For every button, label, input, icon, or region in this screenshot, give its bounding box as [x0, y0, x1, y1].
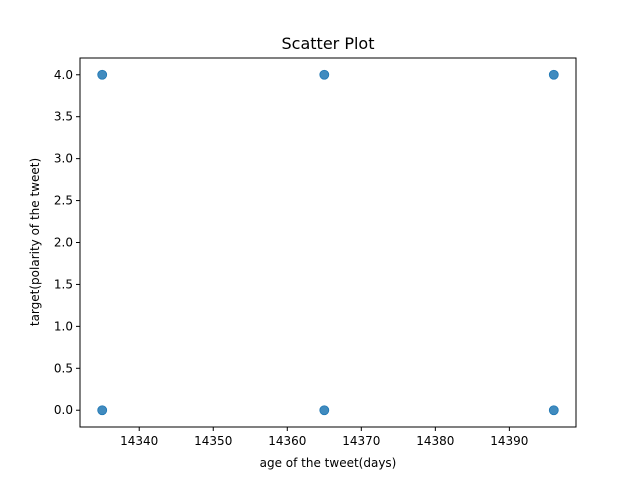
y-axis-ticks: 0.0 0.5 1.0 1.5 2.0 2.5 3.0 3.5 4.0	[54, 68, 80, 417]
x-tick-label: 14380	[416, 434, 454, 448]
plot-background	[80, 58, 576, 427]
y-tick-label: 1.5	[54, 277, 73, 291]
data-points	[97, 69, 559, 416]
chart-title: Scatter Plot	[282, 34, 375, 53]
y-tick-label: 1.0	[54, 319, 73, 333]
data-point	[319, 69, 330, 80]
y-tick-label: 3.5	[54, 110, 73, 124]
data-point	[548, 69, 559, 80]
data-point	[97, 69, 108, 80]
data-point	[97, 405, 108, 416]
y-tick-label: 4.0	[54, 68, 73, 82]
x-tick-label: 14350	[194, 434, 232, 448]
x-axis-ticks: 14340 14350 14360 14370 14380 14390	[120, 427, 528, 448]
y-tick-label: 3.0	[54, 152, 73, 166]
y-tick-label: 2.5	[54, 194, 73, 208]
y-axis-label: target(polarity of the tweet)	[28, 158, 42, 326]
plot-area	[80, 58, 576, 427]
x-tick-label: 14390	[490, 434, 528, 448]
data-point	[319, 405, 330, 416]
data-point	[548, 405, 559, 416]
x-tick-label: 14340	[120, 434, 158, 448]
x-tick-label: 14360	[268, 434, 306, 448]
x-tick-label: 14370	[342, 434, 380, 448]
y-tick-label: 2.0	[54, 236, 73, 250]
y-tick-label: 0.5	[54, 361, 73, 375]
x-axis-label: age of the tweet(days)	[260, 456, 397, 470]
y-tick-label: 0.0	[54, 403, 73, 417]
